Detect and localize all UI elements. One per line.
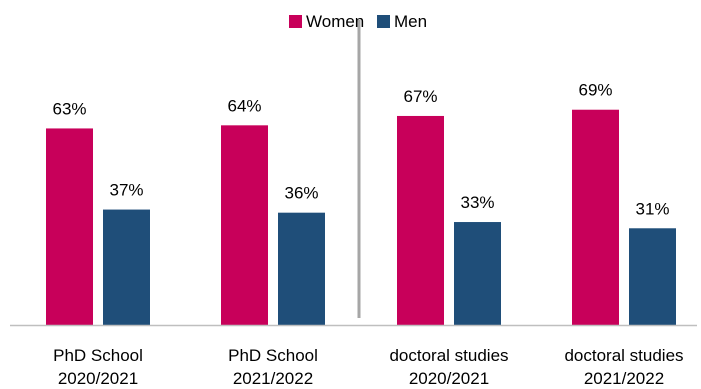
legend-label-men: Men (394, 12, 427, 31)
category-label-4: doctoral studies 2021/2022 (564, 346, 683, 388)
legend: Women Men (289, 12, 427, 31)
legend-swatch-women (289, 15, 302, 28)
category-label-1: PhD School 2020/2021 (53, 346, 143, 388)
value-label-men-1: 37% (109, 181, 143, 200)
bar-men-2 (278, 212, 325, 325)
bar-men-1 (103, 209, 150, 325)
value-label-women-2: 64% (227, 96, 261, 115)
value-label-men-3: 33% (460, 193, 494, 212)
bar-women-4 (572, 109, 619, 325)
category-label-line: doctoral studies (389, 346, 508, 365)
category-label-line: 2020/2021 (58, 369, 138, 388)
category-label-line: 2020/2021 (409, 369, 489, 388)
category-label-line: PhD School (228, 346, 318, 365)
category-label-line: 2021/2022 (584, 369, 664, 388)
category-label-3: doctoral studies 2020/2021 (389, 346, 508, 388)
category-label-line: 2021/2022 (233, 369, 313, 388)
bar-men-3 (454, 222, 501, 325)
legend-swatch-men (377, 15, 390, 28)
bar-women-2 (221, 125, 268, 325)
legend-label-women: Women (306, 12, 364, 31)
bar-women-3 (397, 115, 444, 326)
category-label-line: doctoral studies (564, 346, 683, 365)
value-label-women-3: 67% (403, 87, 437, 106)
bars (46, 109, 676, 326)
value-label-men-4: 31% (635, 199, 669, 218)
bar-women-1 (46, 128, 93, 325)
category-label-2: PhD School 2021/2022 (228, 346, 318, 388)
value-label-men-2: 36% (284, 184, 318, 203)
value-label-women-4: 69% (578, 81, 612, 100)
value-label-women-1: 63% (52, 99, 86, 118)
category-label-line: PhD School (53, 346, 143, 365)
value-labels: 63% 37% 64% 36% 67% 33% 69% 31% (52, 81, 669, 219)
bar-men-4 (629, 228, 676, 325)
